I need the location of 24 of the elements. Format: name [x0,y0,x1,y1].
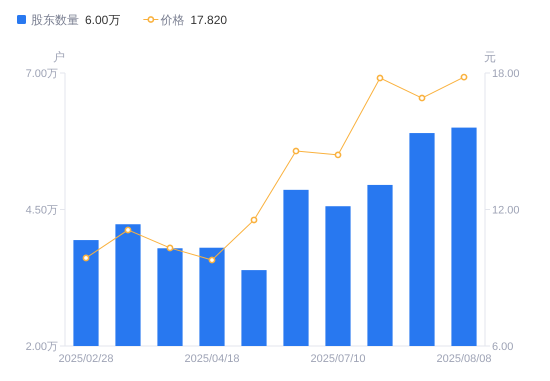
x-tick-label: 2025/02/28 [58,353,114,365]
y2-axis-title: 元 [484,50,496,64]
y-tick-label: 4.50万 [26,204,58,216]
point [250,216,258,224]
x-tick-label: 2025/04/18 [184,353,240,365]
y-tick-label: 2.00万 [26,341,58,353]
point [418,94,426,102]
y2-tick-label: 18.00 [492,68,520,80]
point [292,148,300,154]
y2-tick-label: 12.00 [492,204,520,216]
point [124,226,132,234]
y-axis-title: 户 [53,50,65,64]
x-tick-label: 2025/08/08 [436,353,492,365]
legend-label: 价格 [159,13,184,27]
point [208,256,216,264]
y-tick-label: 7.00万 [26,68,58,80]
legend-label: 股东数量 [31,13,79,27]
point [82,254,90,262]
point [166,244,174,252]
x-tick-label: 2025/07/10 [310,353,366,365]
point [376,74,384,82]
point [460,74,468,80]
point [334,152,342,158]
y2-tick-label: 6.00 [492,341,514,353]
